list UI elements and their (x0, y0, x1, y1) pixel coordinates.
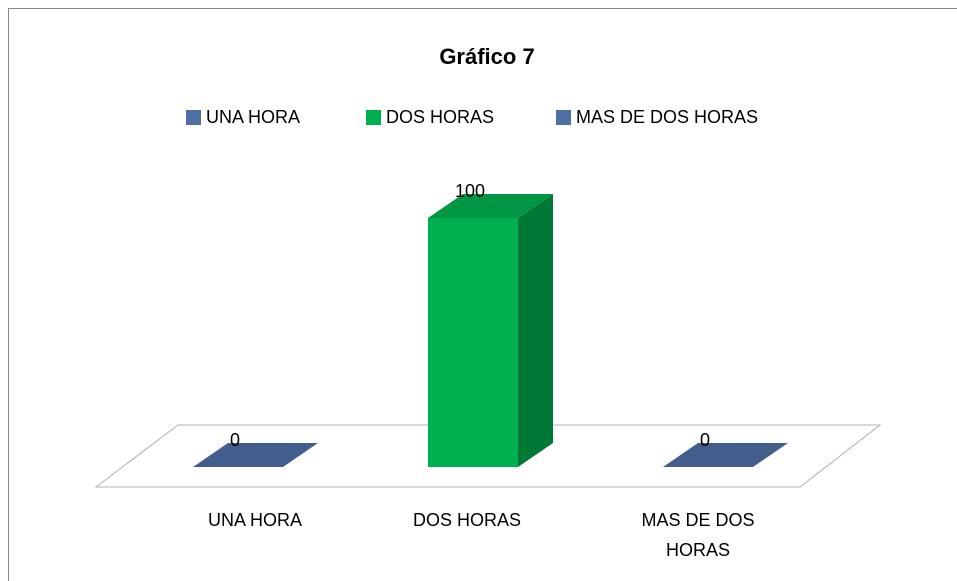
chart-title: Gráfico 7 (439, 44, 534, 69)
bar-top (663, 443, 788, 467)
legend-label: MAS DE DOS HORAS (576, 107, 758, 127)
legend-swatch (556, 110, 571, 125)
data-label: 0 (700, 430, 710, 450)
x-tick-label: MAS DE DOS HORAS (641, 510, 755, 560)
bar (428, 218, 518, 467)
data-label: 0 (230, 430, 240, 450)
bar-side (518, 194, 553, 467)
legend-label: DOS HORAS (386, 107, 494, 127)
bar-top (193, 443, 318, 467)
data-label: 100 (455, 181, 485, 201)
x-tick-label: DOS HORAS (412, 510, 522, 530)
legend-label: UNA HORA (206, 107, 300, 127)
x-tick-label: UNA HORA (207, 510, 303, 530)
legend-swatch (186, 110, 201, 125)
legend-swatch (366, 110, 381, 125)
bar-top (428, 194, 553, 218)
